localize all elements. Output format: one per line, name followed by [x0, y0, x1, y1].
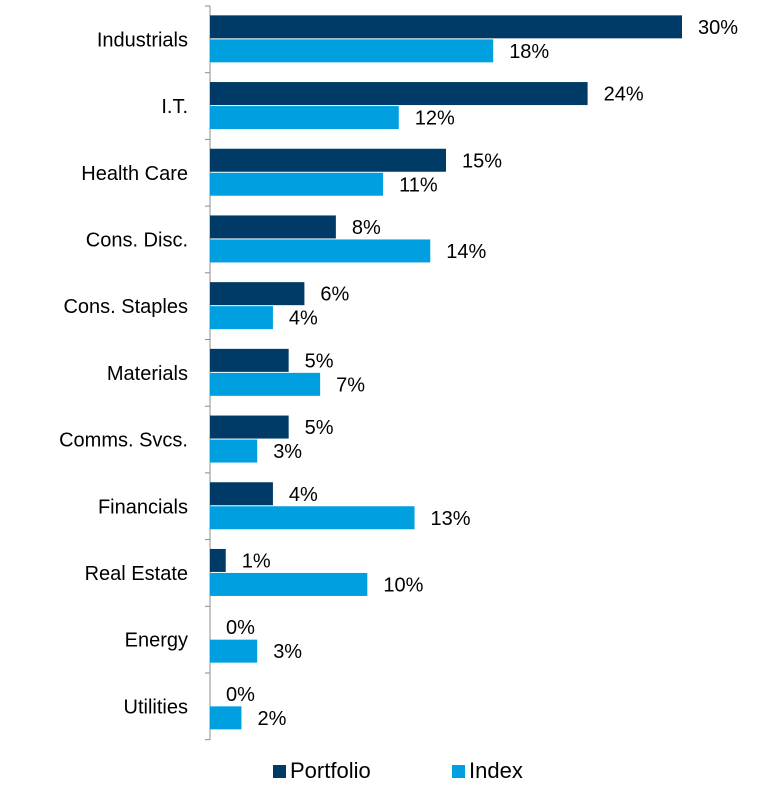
category-label: Industrials	[97, 29, 188, 51]
legend-label-portfolio: Portfolio	[290, 758, 371, 783]
data-label-portfolio: 5%	[305, 417, 334, 439]
data-label-portfolio: 6%	[320, 284, 349, 306]
legend-item-portfolio: Portfolio	[273, 758, 371, 784]
category-label: Materials	[107, 363, 188, 385]
data-label-index: 2%	[257, 708, 286, 730]
data-label-index: 11%	[399, 174, 438, 196]
category-label: Utilities	[124, 696, 188, 718]
data-label-index: 12%	[415, 108, 455, 130]
legend-swatch-index	[452, 764, 465, 778]
data-label-index: 10%	[383, 574, 423, 596]
bar-portfolio	[210, 148, 446, 172]
bar-index	[210, 706, 242, 730]
data-label-portfolio: 5%	[305, 350, 334, 372]
bar-portfolio	[210, 215, 336, 239]
bar-index	[210, 172, 384, 196]
data-label-portfolio: 30%	[698, 17, 738, 39]
category-label: Comms. Svcs.	[59, 430, 188, 452]
data-label-portfolio: 0%	[226, 684, 255, 706]
legend-swatch-portfolio	[273, 764, 286, 778]
bar-portfolio	[210, 282, 305, 306]
category-label: Real Estate	[85, 563, 188, 585]
bar-portfolio	[210, 415, 289, 439]
data-label-index: 3%	[273, 441, 302, 463]
category-label: Health Care	[81, 163, 188, 185]
category-label: I.T.	[161, 96, 188, 118]
data-label-index: 7%	[336, 374, 365, 396]
bar-index	[210, 572, 368, 596]
bar-portfolio	[210, 82, 588, 106]
category-label: Cons. Disc.	[86, 229, 188, 251]
data-label-index: 4%	[289, 308, 318, 330]
bar-portfolio	[210, 348, 289, 372]
bar-index	[210, 439, 258, 463]
bar-index	[210, 106, 399, 130]
data-label-portfolio: 24%	[604, 84, 644, 106]
data-label-index: 13%	[431, 508, 471, 530]
bar-index	[210, 639, 258, 663]
data-label-portfolio: 15%	[462, 150, 502, 172]
data-label-index: 3%	[273, 641, 302, 663]
data-label-portfolio: 1%	[242, 550, 271, 572]
chart-legend: Portfolio Index	[0, 758, 763, 788]
bar-index	[210, 506, 415, 530]
bar-index	[210, 372, 321, 396]
category-label: Energy	[125, 630, 188, 652]
bar-portfolio	[210, 482, 273, 506]
bar-index	[210, 39, 494, 63]
data-label-portfolio: 0%	[226, 617, 255, 639]
data-label-portfolio: 8%	[352, 217, 381, 239]
legend-item-index: Index	[452, 758, 523, 784]
category-label: Cons. Staples	[63, 296, 188, 318]
bar-index	[210, 239, 431, 263]
bar-index	[210, 306, 273, 330]
legend-label-index: Index	[469, 758, 523, 783]
data-label-index: 14%	[446, 241, 486, 263]
data-label-portfolio: 4%	[289, 484, 318, 506]
bar-portfolio	[210, 548, 226, 572]
category-label: Financials	[98, 496, 188, 518]
bar-portfolio	[210, 15, 682, 39]
data-label-index: 18%	[509, 41, 549, 63]
